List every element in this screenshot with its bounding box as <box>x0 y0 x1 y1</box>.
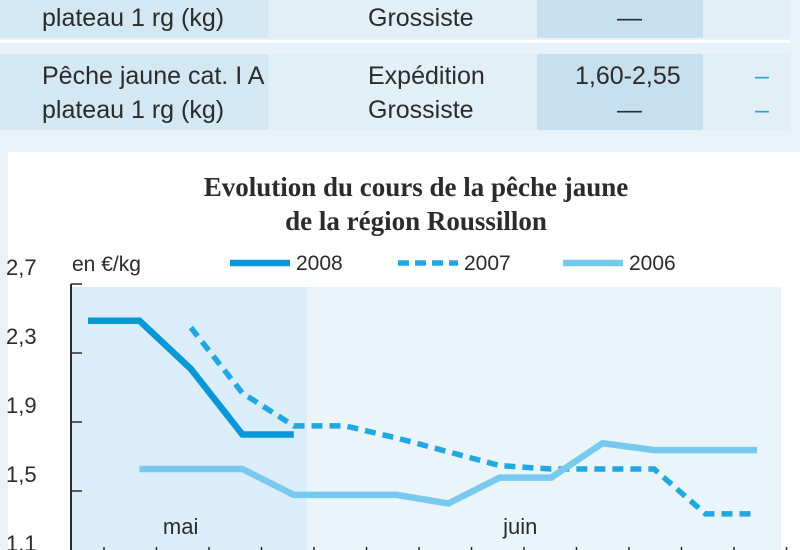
y-tick-label: 1,9 <box>6 393 37 418</box>
price-range: 1,60-2,55 <box>575 62 681 90</box>
y-tick-label: 1,1 <box>6 531 37 550</box>
series-line-2008 <box>88 317 294 438</box>
chart-title-line-2: de la région Roussillon <box>285 206 547 236</box>
price-range-2: — <box>617 4 642 32</box>
table-row: plateau 1 rg (kg) Grossiste — – <box>0 0 800 38</box>
x-axis-labels: mai juin <box>163 514 537 539</box>
y-ticks: 2,7 2,3 1,9 1,5 1,1 <box>6 255 82 550</box>
market-stage-2: Grossiste <box>368 96 474 124</box>
legend: 2008 2007 2006 <box>230 252 676 275</box>
legend-label-2008: 2008 <box>296 252 343 275</box>
x-ticks <box>103 547 788 550</box>
price-table: plateau 1 rg (kg) Grossiste — – Pêche ja… <box>0 0 800 132</box>
product-name-detail: plateau 1 rg (kg) <box>42 4 225 32</box>
series-line-2006 <box>139 439 757 507</box>
series-lines <box>88 317 757 517</box>
product-name: Pêche jaune cat. I A <box>42 62 265 90</box>
market-stage: Expédition <box>368 62 485 90</box>
row-divider <box>0 40 790 43</box>
table-row: Pêche jaune cat. I A plateau 1 rg (kg) E… <box>0 54 800 130</box>
x-axis-month-label: juin <box>502 514 537 539</box>
y-tick-label: 1,5 <box>6 462 37 487</box>
trend-value-2: – <box>755 96 769 124</box>
x-axis-month-label: mai <box>163 514 198 539</box>
chart-title: Evolution du cours de la pêche jaune de … <box>8 170 800 238</box>
series-line-2007 <box>188 325 757 517</box>
product-name-detail: plateau 1 rg (kg) <box>42 96 225 124</box>
legend-label-2007: 2007 <box>464 252 511 275</box>
trend-value: – <box>755 62 769 90</box>
june-shaded-region <box>307 287 781 550</box>
price-range-2: — <box>617 96 642 124</box>
y-tick-label: 2,3 <box>6 324 37 349</box>
y-tick-label: 2,7 <box>6 255 37 280</box>
y-axis-unit-label: en €/kg <box>72 253 141 276</box>
chart-title-line-1: Evolution du cours de la pêche jaune <box>203 172 629 202</box>
market-stage-2: Grossiste <box>368 4 474 32</box>
may-shaded-region <box>71 287 307 550</box>
legend-label-2006: 2006 <box>629 252 676 275</box>
